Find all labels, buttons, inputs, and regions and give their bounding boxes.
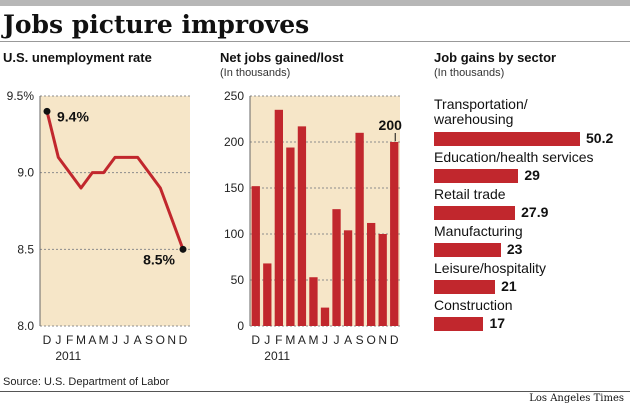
- x-tick-label: A: [298, 333, 306, 347]
- headline: Jobs picture improves: [3, 10, 310, 39]
- x-tick-label: M: [285, 333, 295, 347]
- bar: [297, 126, 307, 326]
- sector-bar: [434, 317, 484, 331]
- x-tick-label: O: [156, 333, 165, 347]
- y-tick-label: 50: [231, 273, 245, 287]
- sector-title: Job gains by sector: [434, 50, 557, 65]
- plot-background: [40, 96, 190, 326]
- sector-subtitle: (In thousands): [434, 67, 505, 79]
- y-tick-label: 0: [237, 319, 244, 333]
- y-tick-label: 100: [224, 227, 244, 241]
- sector-value-label: 17: [489, 315, 506, 331]
- x-tick-label: F: [66, 333, 73, 347]
- x-tick-label: A: [344, 333, 352, 347]
- bar: [378, 234, 387, 326]
- bar: [274, 109, 283, 326]
- x-tick-label: J: [322, 333, 328, 347]
- bottom-rule: [0, 391, 630, 392]
- x-tick-label: M: [308, 333, 318, 347]
- x-tick-label: M: [99, 333, 109, 347]
- x-tick-label: O: [366, 333, 375, 347]
- bar: [332, 209, 341, 326]
- sector-bar: [434, 206, 516, 220]
- sector-value-label: 23: [506, 241, 523, 257]
- y-tick-label: 8.0: [17, 319, 34, 333]
- sector-bar: [434, 243, 501, 257]
- plot-background: [250, 96, 400, 326]
- sector-value-label: 29: [524, 167, 540, 183]
- y-tick-label: 8.5: [17, 242, 34, 256]
- y-tick-label: 200: [224, 135, 244, 149]
- top-rule: [0, 41, 630, 42]
- x-tick-label: J: [264, 333, 270, 347]
- sector-bar: [434, 280, 496, 294]
- sector-label: Retail trade: [434, 186, 506, 202]
- x-tick-label: F: [275, 333, 282, 347]
- source-note: Source: U.S. Department of Labor: [3, 376, 170, 388]
- year-label: 2011: [264, 349, 290, 363]
- bar: [320, 307, 330, 326]
- net-jobs-subtitle: (In thousands): [220, 67, 291, 79]
- x-tick-label: N: [378, 333, 387, 347]
- x-tick-label: A: [134, 333, 142, 347]
- year-label: 2011: [55, 349, 81, 363]
- x-tick-label: N: [167, 333, 176, 347]
- x-tick-label: J: [123, 333, 129, 347]
- bar: [367, 222, 376, 326]
- unemployment-title: U.S. unemployment rate: [3, 50, 152, 65]
- bar-value-label: 200: [379, 117, 403, 133]
- bar: [355, 132, 364, 326]
- sector-value-label: 50.2: [586, 130, 614, 146]
- x-tick-label: J: [55, 333, 61, 347]
- x-tick-label: M: [76, 333, 86, 347]
- start-point: [43, 107, 51, 115]
- y-tick-label: 150: [224, 181, 244, 195]
- sector-value-label: 21: [501, 278, 517, 294]
- y-tick-label: 9.5%: [7, 89, 35, 103]
- x-tick-label: D: [251, 333, 260, 347]
- sector-bar: [434, 132, 580, 146]
- sector-label: Transportation/ warehousing: [434, 96, 528, 127]
- end-point: [179, 245, 187, 253]
- sector-value-label: 27.9: [521, 204, 549, 220]
- x-tick-label: A: [88, 333, 96, 347]
- x-tick-label: D: [179, 333, 188, 347]
- bar: [286, 147, 295, 326]
- bar: [343, 230, 353, 326]
- bar: [263, 263, 272, 326]
- y-tick-label: 9.0: [17, 166, 34, 180]
- sector-bar: [434, 169, 519, 183]
- sector-label: Leisure/hospitality: [434, 260, 547, 276]
- sector-label: Construction: [434, 297, 513, 313]
- credit: Los Angeles Times: [529, 393, 624, 404]
- bar: [309, 277, 318, 326]
- x-tick-label: D: [390, 333, 399, 347]
- x-tick-label: J: [112, 333, 118, 347]
- net-jobs-title: Net jobs gained/lost: [220, 50, 344, 65]
- bar: [251, 186, 260, 326]
- unemployment-line: [45, 110, 185, 250]
- x-tick-label: D: [43, 333, 52, 347]
- start-value-label: 9.4%: [57, 108, 89, 124]
- x-tick-label: S: [356, 333, 364, 347]
- bar: [390, 142, 399, 326]
- top-bar: [0, 0, 630, 6]
- sector-label: Education/health services: [434, 149, 594, 165]
- x-tick-label: J: [334, 333, 340, 347]
- y-tick-label: 250: [224, 89, 244, 103]
- x-tick-label: S: [145, 333, 153, 347]
- end-value-label: 8.5%: [143, 251, 175, 267]
- sector-label: Manufacturing: [434, 223, 523, 239]
